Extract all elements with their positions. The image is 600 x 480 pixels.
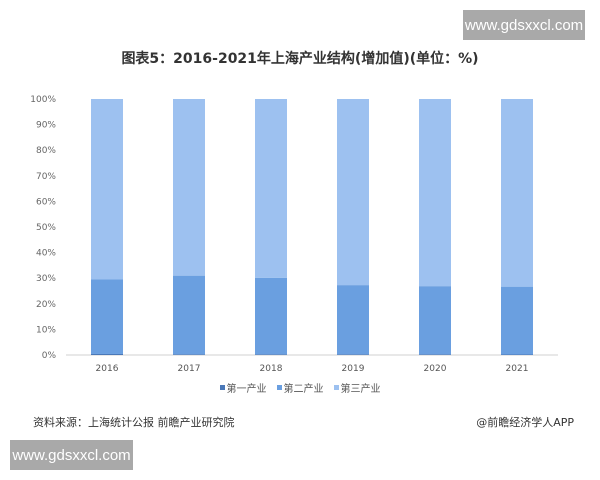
watermark-top-right: www.gdsxxcl.com [463,10,585,40]
bar-2017-series-2 [173,99,205,276]
bar-2021-series-2 [501,99,533,287]
bar-2019-series-1 [337,285,369,355]
bar-2018-series-1 [255,277,287,355]
x-tick-label: 2020 [424,364,447,374]
legend-label: 第一产业 [226,384,267,395]
bar-2021-series-0 [501,354,533,355]
chart-title: 图表5：2016-2021年上海产业结构(增加值)(单位：%) [121,51,479,67]
legend-label: 第三产业 [340,384,381,395]
bar-2019-series-2 [337,99,369,286]
y-tick-label: 40% [36,249,56,259]
y-tick-label: 0% [42,351,57,361]
bar-2018-series-0 [255,354,287,355]
x-tick-label: 2016 [96,364,119,374]
legend-swatch [333,385,339,390]
y-tick-label: 10% [36,325,56,335]
legend-label: 第二产业 [283,384,324,395]
y-tick-label: 50% [36,223,56,233]
y-tick-label: 100% [30,95,56,105]
x-tick-label: 2019 [342,364,365,374]
bar-2016-series-0 [91,353,123,355]
legend: 第一产业 第二产业 第三产业 [0,380,600,395]
x-tick-label: 2018 [260,364,283,374]
y-tick-label: 30% [36,274,56,284]
bar-2020-series-0 [419,354,451,355]
watermark-bottom-left: www.gdsxxcl.com [10,440,133,470]
bar-2017-series-0 [173,354,205,355]
bar-2019-series-0 [337,354,369,355]
y-tick-label: 60% [36,197,56,207]
bar-2020-series-1 [419,286,451,355]
y-tick-label: 80% [36,146,56,156]
credit-note: @前瞻经济学人APP [476,416,574,429]
bar-2021-series-1 [501,286,533,355]
x-tick-label: 2017 [178,364,201,374]
y-tick-label: 20% [36,300,56,310]
bar-2020-series-2 [419,99,451,287]
legend-item: 第三产业 [333,380,381,395]
x-tick-label: 2021 [506,364,529,374]
legend-swatch [219,385,225,390]
y-tick-label: 70% [36,172,56,182]
bar-2018-series-2 [255,99,287,278]
bar-2017-series-1 [173,275,205,355]
y-tick-label: 90% [36,121,56,131]
stacked-bar-chart: 0% 10% 20% 30% 40% 50% 60% 70% 80% 90% 100% 2016 201… [30,95,558,374]
legend-item: 第二产业 [276,380,324,395]
legend-item: 第一产业 [219,380,267,395]
bar-2016-series-1 [91,279,123,354]
bar-2016-series-2 [91,99,123,280]
source-note: 资料来源：上海统计公报 前瞻产业研究院 [33,416,235,429]
legend-swatch [276,385,282,390]
